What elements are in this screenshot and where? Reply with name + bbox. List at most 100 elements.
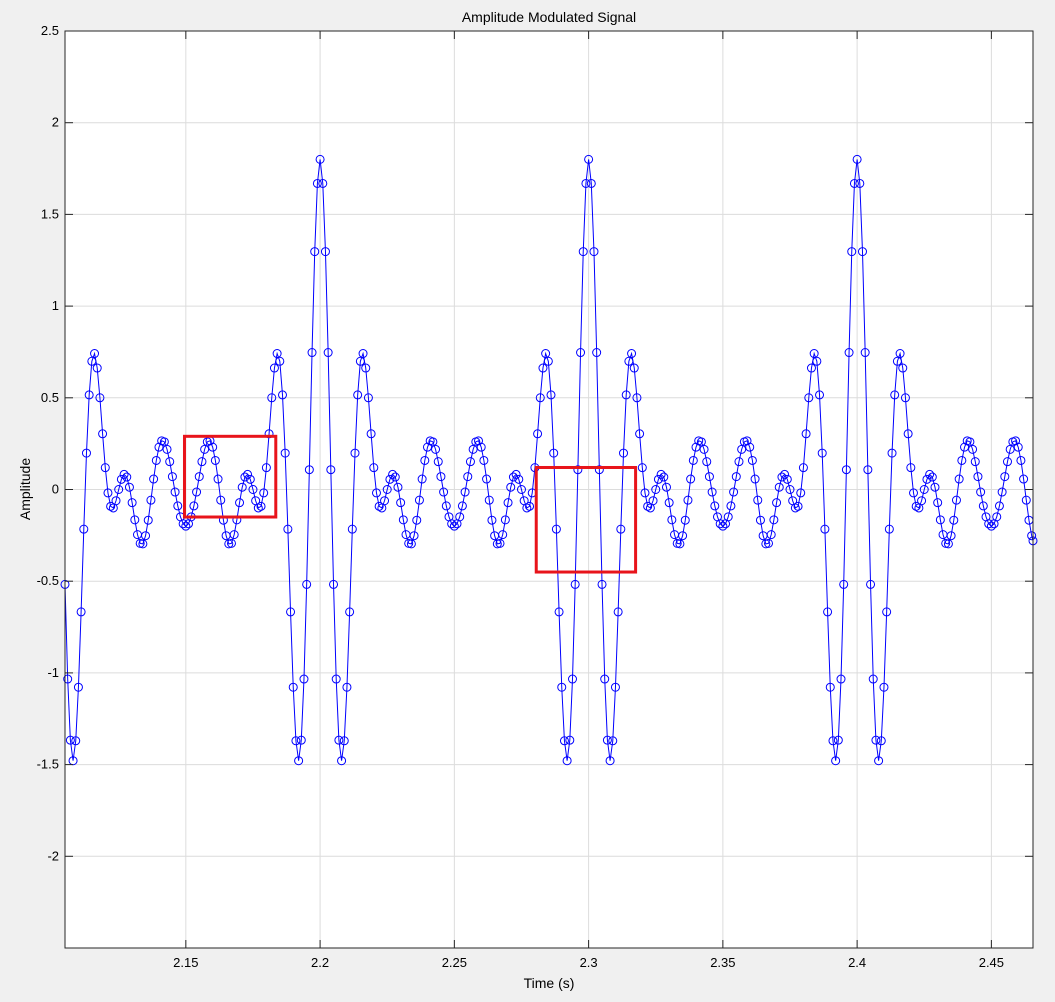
data-point [106,501,116,511]
data-point [817,448,827,458]
data-point [632,393,642,403]
data-point [506,482,516,492]
data-point [925,469,935,479]
data-point [680,515,690,525]
data-point [114,485,124,494]
data-point [288,682,298,692]
data-point [860,348,870,358]
data-point [554,607,564,617]
data-point [836,674,846,684]
data-point [726,501,736,511]
data-point [393,482,403,492]
data-point [635,429,645,439]
data-point [653,474,663,484]
data-point [495,538,505,548]
data-point [624,356,634,366]
y-axis-label: Amplitude [17,458,33,520]
data-point [261,463,271,473]
data-point [329,579,339,589]
data-point [718,521,728,531]
data-point [210,455,220,465]
data-point [130,515,140,525]
data-point [699,444,709,454]
data-point [755,515,765,525]
data-point [600,674,610,684]
data-point [661,482,671,492]
data-point [141,531,151,541]
data-point [71,736,81,746]
data-point [994,501,1004,511]
data-point [890,390,900,400]
data-point [1021,495,1031,505]
data-point [629,363,639,373]
data-point [535,393,545,403]
data-point [602,735,612,745]
data-point [465,457,475,467]
data-point [678,531,688,541]
data-point [374,501,384,511]
data-point [691,442,701,452]
data-point [68,756,78,766]
data-point [479,455,489,465]
data-point [76,607,86,617]
y-tick-label: 0 [52,482,59,497]
data-point [189,501,199,511]
data-point [895,349,905,359]
data-point [197,457,207,467]
data-point [84,390,94,400]
data-point [253,503,263,513]
y-tick-label: 2 [52,115,59,130]
data-point [92,363,102,373]
data-point [363,393,373,403]
data-point [621,390,631,400]
data-point [323,348,333,358]
data-point [369,463,379,473]
data-point [1013,442,1023,452]
data-point [385,474,395,484]
y-tick-label: -2 [47,848,59,863]
data-point [256,501,266,511]
data-point [350,448,360,458]
data-point [780,469,790,479]
data-point [839,579,849,589]
data-point [992,512,1002,522]
data-point [162,444,172,454]
data-point [857,247,867,257]
data-point [484,495,494,505]
data-point [659,472,669,482]
data-point [194,472,204,482]
data-point [627,349,637,359]
data-point [766,530,776,540]
data-point [420,455,430,465]
data-point [978,501,988,511]
data-point [951,495,961,505]
data-point [667,515,677,525]
data-point [65,735,75,745]
data-point [511,469,521,479]
x-tick-label: 2.45 [979,955,1004,970]
data-point [248,485,258,494]
data-point [73,682,83,692]
data-point [855,178,865,188]
data-point [116,474,126,484]
data-point [849,178,859,188]
data-point [138,539,148,549]
data-point [235,498,245,508]
data-point [296,735,306,745]
data-point [796,488,806,498]
data-point [747,455,757,465]
data-point [686,474,696,484]
data-point [866,579,876,589]
data-point [342,682,352,692]
data-point [259,488,269,498]
data-point [167,472,177,482]
y-tick-label: -1.5 [37,757,59,772]
data-point [449,521,459,531]
data-point [976,487,986,497]
data-point [390,472,400,482]
data-point [997,487,1007,497]
data-point [213,474,223,484]
x-tick-label: 2.4 [848,955,866,970]
